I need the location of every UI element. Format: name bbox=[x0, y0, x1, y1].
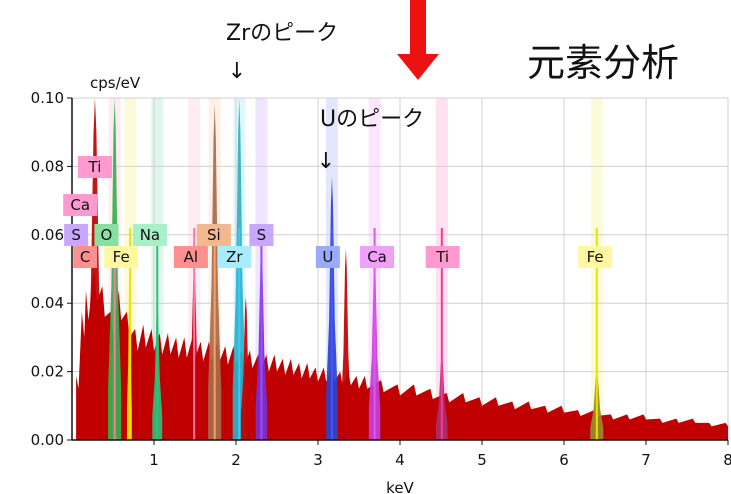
x-tick-label: 7 bbox=[641, 451, 651, 469]
x-tick-label: 1 bbox=[149, 451, 159, 469]
y-tick-label: 0.02 bbox=[31, 363, 64, 381]
x-axis-label: keV bbox=[386, 479, 414, 494]
element-label-box-3 bbox=[94, 224, 119, 246]
peak-c-0 bbox=[86, 98, 104, 440]
background-spectrum-area bbox=[76, 269, 729, 440]
x-tick-label: 8 bbox=[723, 451, 731, 469]
element-label: C bbox=[80, 248, 90, 266]
peak-u-b-10 bbox=[340, 248, 351, 440]
element-label-box-10 bbox=[217, 246, 252, 268]
background-spectrum bbox=[76, 269, 729, 440]
element-label: Ca bbox=[70, 196, 90, 214]
x-tick-label: 6 bbox=[559, 451, 569, 469]
peak-zr-b-7 bbox=[240, 296, 251, 440]
y-tick-label: 0.10 bbox=[31, 89, 64, 107]
element-label: Ti bbox=[435, 248, 449, 266]
overlay-arrow bbox=[397, 0, 439, 80]
element-label-box-8 bbox=[104, 246, 139, 268]
y-tick-label: 0.06 bbox=[31, 226, 64, 244]
element-label-box-11 bbox=[315, 246, 340, 268]
overlay-arrow-shaft bbox=[410, 0, 426, 55]
annotation-u-arrow: ↓ bbox=[317, 149, 335, 174]
element-label-box-7 bbox=[73, 246, 98, 268]
element-label: O bbox=[101, 226, 113, 244]
element-label: Ca bbox=[367, 248, 387, 266]
element-label: Ti bbox=[88, 158, 102, 176]
x-tick-label: 3 bbox=[313, 451, 323, 469]
element-label: Si bbox=[207, 226, 221, 244]
annotation-zr-text: Zrのピーク bbox=[226, 21, 338, 46]
x-tick-label: 4 bbox=[395, 451, 405, 469]
element-label-box-9 bbox=[173, 246, 208, 268]
element-label: Fe bbox=[113, 248, 130, 266]
element-label: Na bbox=[140, 226, 160, 244]
element-label: S bbox=[257, 226, 267, 244]
y-tick-label: 0.08 bbox=[31, 157, 64, 175]
y-axis-label: cps/eV bbox=[90, 74, 141, 92]
element-label-box-12 bbox=[360, 246, 395, 268]
y-tick-label: 0.00 bbox=[31, 431, 64, 449]
element-label: U bbox=[322, 248, 333, 266]
y-tick-label: 0.04 bbox=[31, 294, 64, 312]
element-label-box-5 bbox=[196, 224, 231, 246]
element-label: Fe bbox=[587, 248, 604, 266]
overlay-arrow-head bbox=[397, 54, 439, 80]
element-label-box-0 bbox=[77, 156, 112, 178]
element-label: Zr bbox=[226, 248, 243, 266]
element-label-box-14 bbox=[578, 246, 613, 268]
element-label-box-6 bbox=[249, 224, 274, 246]
x-tick-label: 2 bbox=[231, 451, 241, 469]
annotation-u-text: Uのピーク bbox=[320, 107, 424, 132]
element-label-box-13 bbox=[425, 246, 460, 268]
element-label-box-4 bbox=[132, 224, 167, 246]
annotation-zr-arrow: ↓ bbox=[228, 59, 246, 84]
x-tick-label: 5 bbox=[477, 451, 487, 469]
element-label-box-1 bbox=[63, 194, 98, 216]
annotation-zr: Zrのピーク ↓ bbox=[226, 21, 338, 84]
element-label-box-2 bbox=[64, 224, 89, 246]
chart-title: 元素分析 bbox=[527, 41, 679, 85]
element-label: S bbox=[71, 226, 81, 244]
annotation-u: Uのピーク ↓ bbox=[317, 107, 424, 174]
tick-labels: 1 2 3 4 5 6 7 8 0.00 0.02 0.04 0.06 0.08 0.10 bbox=[31, 89, 731, 469]
element-label: Al bbox=[184, 248, 198, 266]
